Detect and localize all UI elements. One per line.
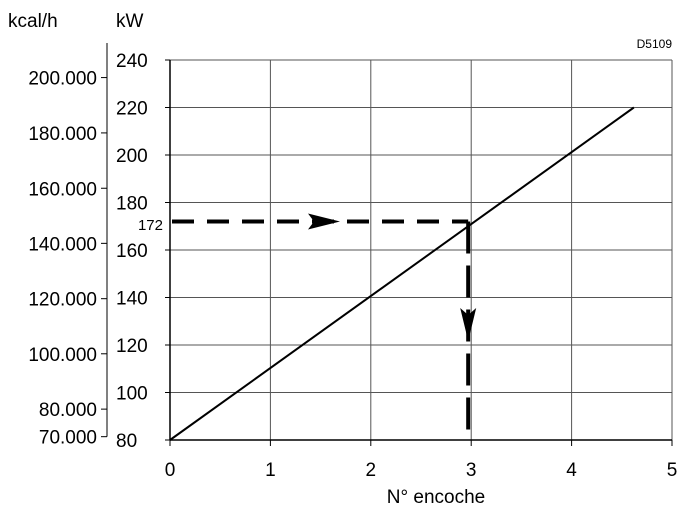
- x-axis-ticks: 0 1 2 3 4 5: [165, 440, 678, 481]
- kw-axis-ticks: 80 100 120 140 160 180 200 220 240: [116, 51, 170, 452]
- series-line: [169, 106, 635, 441]
- x-axis-label: N° encoche: [387, 487, 485, 508]
- kw-axis-label: kW: [116, 11, 144, 32]
- kw-tick-label: 100: [116, 384, 148, 405]
- kcal-tick-label: 70.000: [39, 428, 97, 449]
- x-tick-label: 4: [566, 460, 577, 481]
- x-tick-label: 2: [366, 460, 377, 481]
- grid: [169, 59, 673, 441]
- arrow-down-icon: [460, 308, 477, 341]
- arrow-right-icon: [308, 213, 340, 230]
- kw-tick-label: 240: [116, 51, 148, 72]
- kw-tick-label: 200: [116, 146, 148, 167]
- annotation: [172, 213, 477, 440]
- x-tick-label: 3: [466, 460, 477, 481]
- kw-tick-label: 120: [116, 336, 148, 357]
- kcal-tick-label: 200.000: [28, 69, 97, 90]
- x-tick-label: 0: [165, 460, 176, 481]
- figure-code: D5109: [637, 37, 673, 51]
- kcal-axis-label: kcal/h: [8, 11, 58, 32]
- annotation-value-label: 172: [138, 217, 163, 234]
- x-tick-label: 1: [265, 460, 276, 481]
- kw-tick-label: 180: [116, 194, 148, 215]
- kcal-tick-label: 160.000: [28, 179, 97, 200]
- kcal-tick-label: 180.000: [28, 124, 97, 145]
- x-tick-label: 5: [667, 460, 678, 481]
- kw-tick-label: 220: [116, 99, 148, 120]
- kcal-tick-label: 80.000: [39, 400, 97, 421]
- kw-tick-label: 160: [116, 241, 148, 262]
- kcal-axis-ticks: 70.000 80.000 100.000 120.000 140.000 160.000…: [28, 43, 108, 449]
- kcal-tick-label: 140.000: [28, 234, 97, 255]
- kw-tick-label: 80: [116, 431, 137, 452]
- series: [169, 106, 635, 441]
- kw-tick-label: 140: [116, 289, 148, 310]
- kcal-tick-label: 120.000: [28, 290, 97, 311]
- kcal-tick-label: 100.000: [28, 345, 97, 366]
